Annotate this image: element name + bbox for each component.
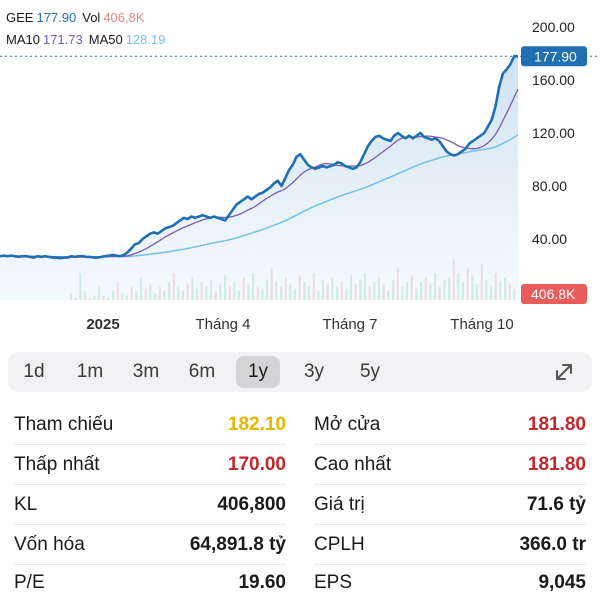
legend-ma10-label: MA10: [6, 32, 40, 47]
volume-badge: [521, 284, 587, 304]
range-tab-3y[interactable]: 3y: [303, 361, 325, 382]
stat-value: 181.80: [527, 414, 586, 435]
stat-value: 19.60: [238, 572, 286, 593]
stat-eps: EPS 9,045: [314, 562, 586, 602]
stat-cplh: CPLH 366.0 tr: [314, 524, 586, 565]
range-tab-3m[interactable]: 3m: [132, 361, 160, 382]
stat-value: 181.80: [527, 454, 586, 475]
stat-label: P/E: [14, 572, 45, 593]
stat-label: Vốn hóa: [14, 534, 85, 555]
y-tick-label: 200.00: [532, 19, 575, 35]
stat-cao-nhat: Cao nhất 181.80: [314, 444, 586, 485]
range-tab-1d[interactable]: 1d: [23, 361, 45, 382]
legend-ma: MA10 171.73 MA50 128.19: [6, 32, 171, 47]
legend-vol-value: 406,8K: [103, 10, 145, 25]
stat-value: 182.10: [227, 414, 286, 435]
legend-price-value: 177.90: [36, 10, 77, 25]
stat-label: Giá trị: [314, 494, 365, 515]
stat-label: Cao nhất: [314, 454, 392, 475]
volume-label: 406.8K: [531, 286, 576, 302]
x-tick-label: 2025: [86, 316, 119, 333]
range-tab-1y[interactable]: 1y: [236, 356, 280, 388]
range-tab-6m[interactable]: 6m: [188, 361, 216, 382]
stat-label: KL: [14, 494, 38, 515]
stat-label: Thấp nhất: [14, 454, 100, 475]
legend-symbol: GEE: [6, 10, 34, 25]
range-tab-5y[interactable]: 5y: [359, 361, 381, 382]
y-tick-label: 40.00: [532, 231, 567, 247]
y-tick-label: 80.00: [532, 178, 567, 194]
range-selector: 1d 1m 3m 6m 1y 3y 5y: [8, 352, 592, 392]
stat-label: CPLH: [314, 534, 365, 555]
x-tick-label: Tháng 10: [450, 316, 513, 333]
stat-value: 366.0 tr: [519, 534, 586, 555]
price-chart[interactable]: 200.00160.00120.0080.0040.000.00177.9040…: [0, 0, 600, 340]
stat-value: 406,800: [217, 494, 286, 515]
y-tick-label: 160.00: [532, 72, 575, 88]
stat-gia-tri: Giá trị 71.6 tỷ: [314, 484, 586, 525]
stat-value: 64,891.8 tỷ: [189, 534, 286, 555]
legend-price: GEE 177.90 Vol 406,8K: [6, 10, 151, 25]
last-price-badge: [521, 46, 587, 67]
last-price-label: 177.90: [534, 48, 577, 64]
stat-value: 9,045: [538, 572, 586, 593]
stat-value: 71.6 tỷ: [526, 494, 586, 515]
stat-tham-chieu: Tham chiếu 182.10: [14, 404, 286, 445]
stat-mo-cua: Mở cửa 181.80: [314, 404, 586, 445]
x-tick-label: Tháng 7: [322, 316, 377, 333]
stat-von-hoa: Vốn hóa 64,891.8 tỷ: [14, 524, 286, 565]
stat-value: 170.00: [227, 454, 286, 475]
legend-ma10-value: 171.73: [42, 32, 83, 47]
stat-kl: KL 406,800: [14, 484, 286, 525]
stat-label: EPS: [314, 572, 353, 593]
expand-icon[interactable]: [550, 358, 578, 386]
range-tab-1m[interactable]: 1m: [76, 361, 104, 382]
stat-pe: P/E 19.60: [14, 562, 286, 602]
stat-label: Tham chiếu: [14, 414, 114, 435]
price-line: [0, 54, 519, 260]
stat-label: Mở cửa: [314, 414, 381, 435]
y-tick-label: 120.00: [532, 125, 575, 141]
stat-thap-nhat: Thấp nhất 170.00: [14, 444, 286, 485]
x-tick-label: Tháng 4: [195, 316, 250, 333]
legend-ma50-value: 128.19: [125, 32, 166, 47]
legend-vol-label: Vol: [82, 10, 101, 25]
price-area: [0, 56, 518, 301]
legend-ma50-label: MA50: [88, 32, 123, 47]
